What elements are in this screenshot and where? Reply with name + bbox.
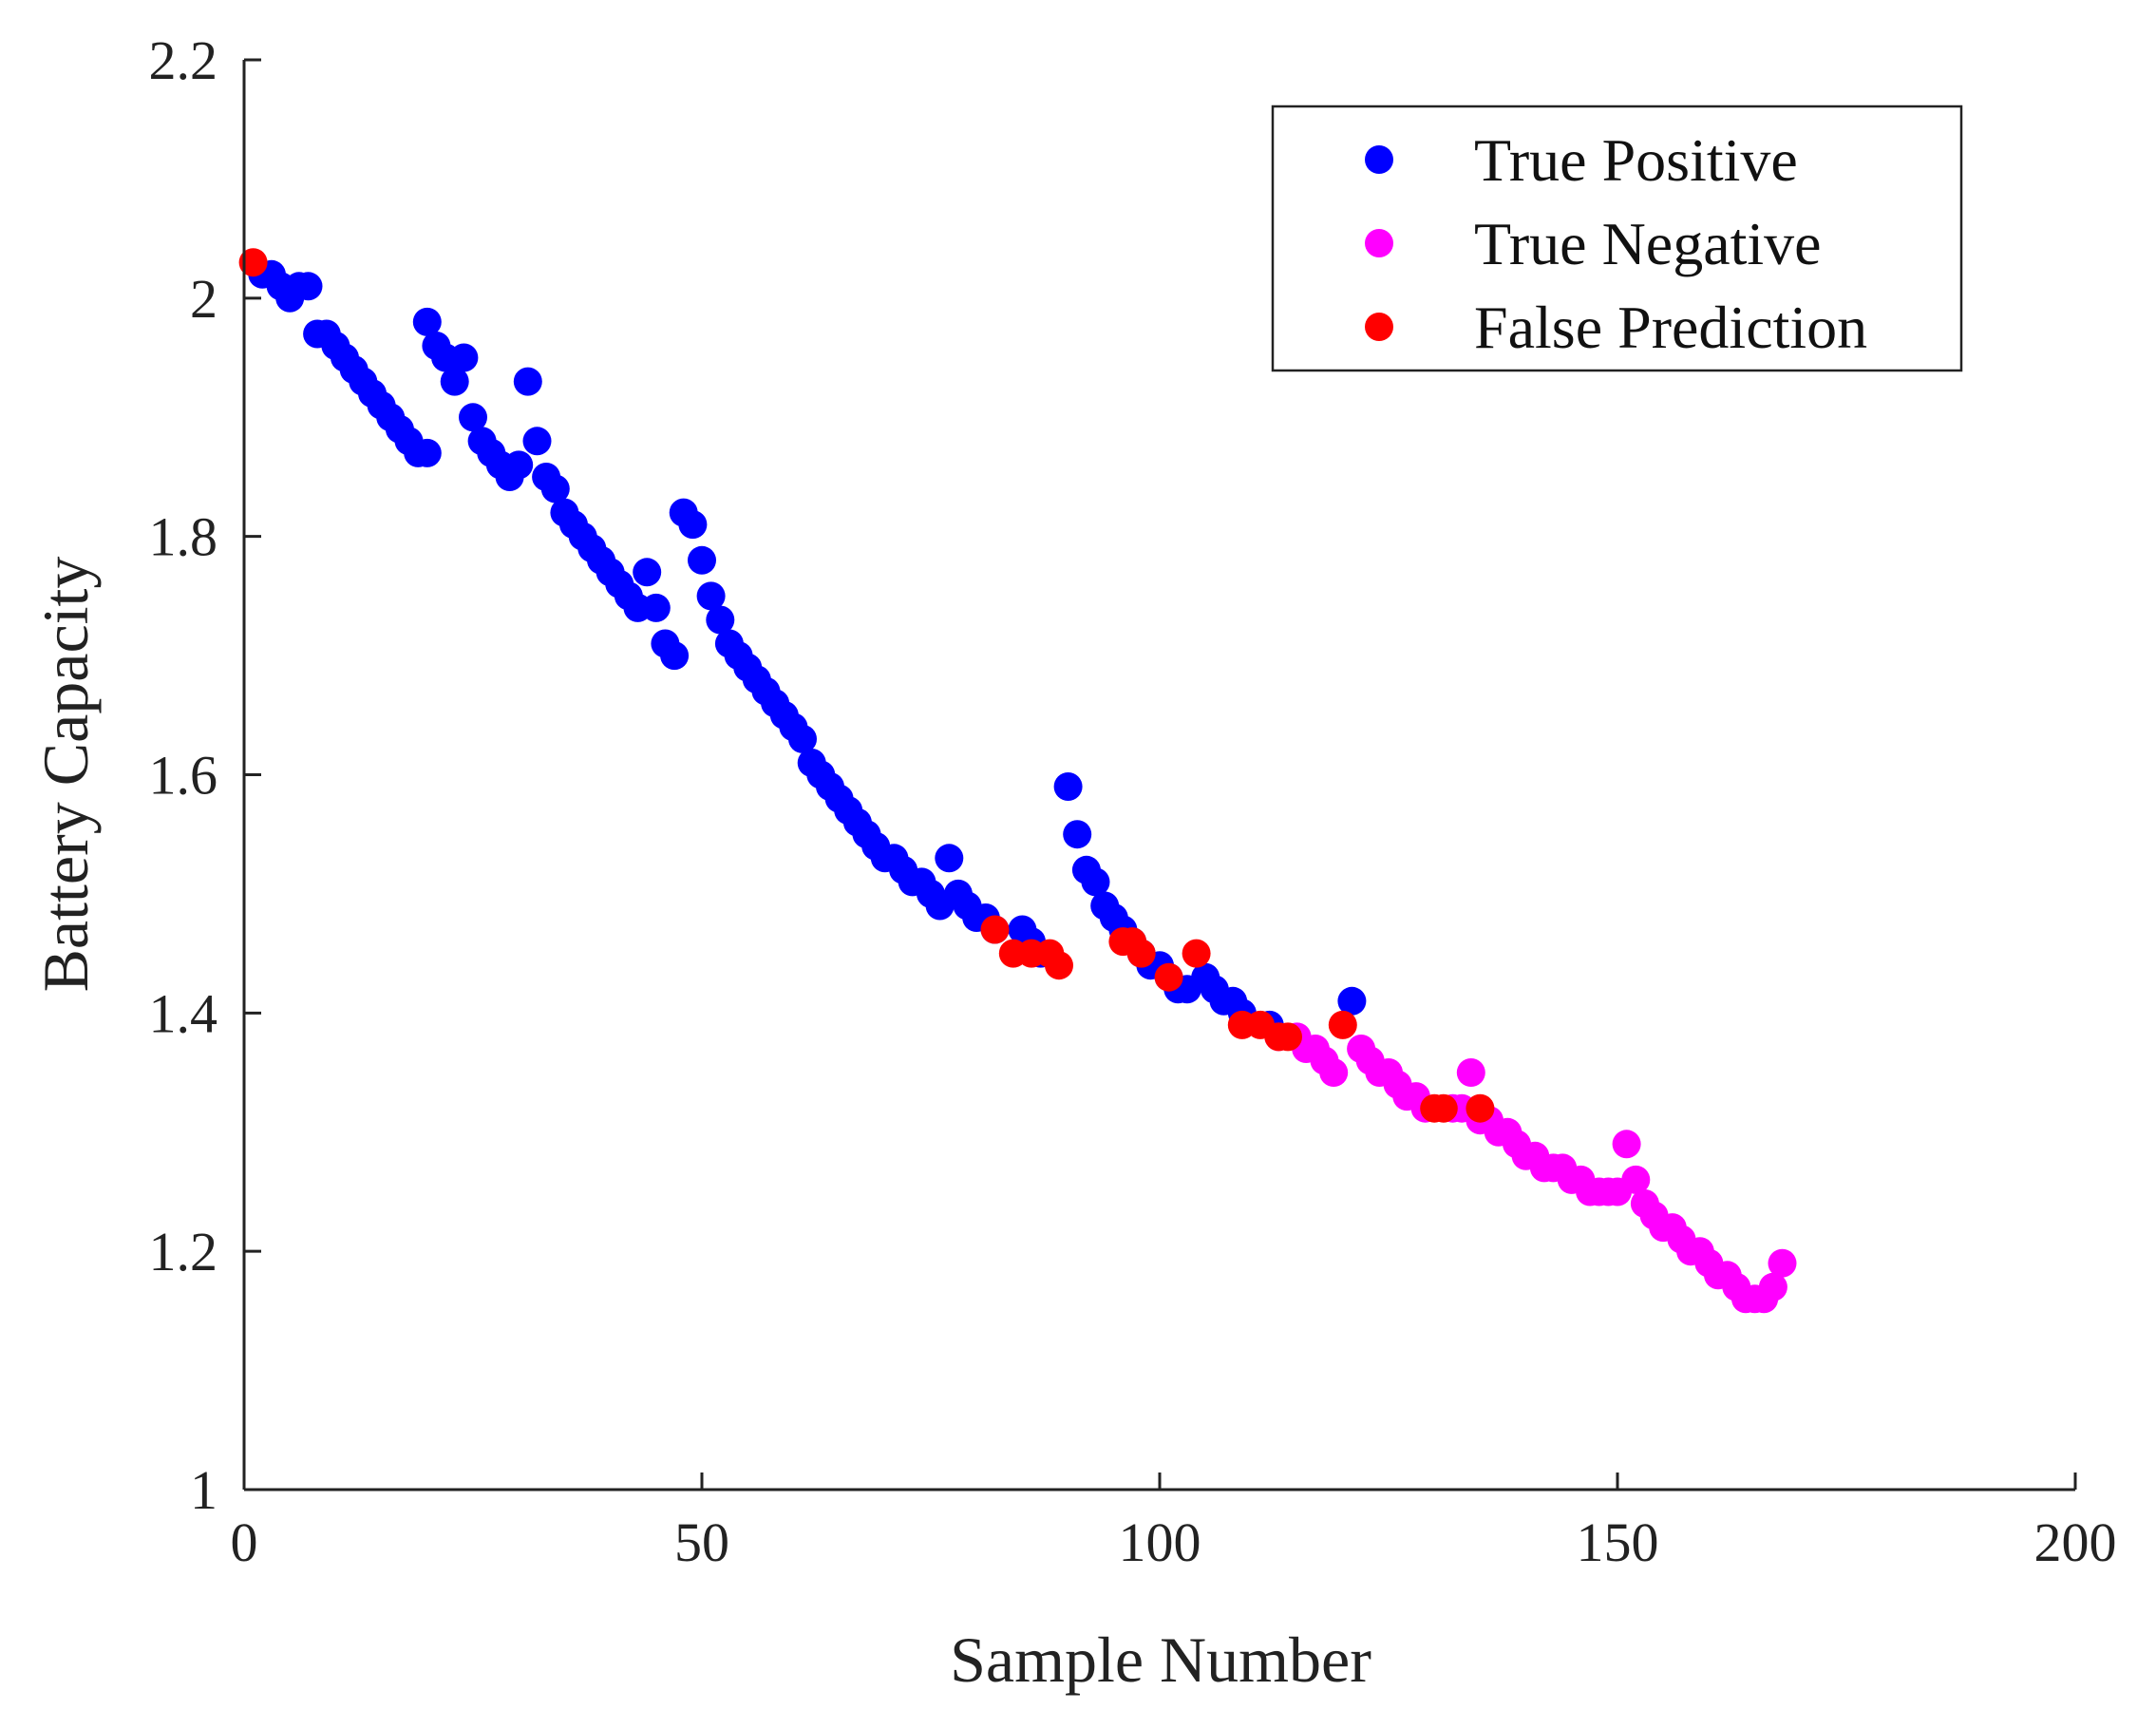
true-positive-point (440, 367, 469, 396)
true-positive-point (660, 641, 690, 671)
legend-label-true-positive: True Positive (1474, 126, 1798, 194)
true-negative-point (1768, 1248, 1797, 1278)
y-ticks: 1 1.2 1.4 1.6 1.8 2 2.2 (149, 29, 261, 1521)
x-tick-label: 50 (674, 1511, 729, 1573)
true-negative-point (1758, 1272, 1787, 1302)
false-prediction-point (238, 248, 268, 277)
true-positive-point (412, 438, 442, 467)
true-negative-point (1456, 1058, 1485, 1087)
true-negative-point (1319, 1058, 1349, 1087)
false-prediction-point (1328, 1010, 1357, 1039)
true-positive-point (641, 593, 671, 622)
legend-label-false-prediction: False Prediction (1474, 294, 1867, 361)
true-positive-point (1337, 986, 1367, 1016)
true-positive-point (633, 558, 662, 587)
y-tick-label: 1.8 (149, 506, 218, 568)
x-tick-label: 100 (1119, 1511, 1201, 1573)
true-positive-point (935, 844, 964, 873)
false-prediction-point (1428, 1093, 1458, 1123)
true-negative-point (1621, 1165, 1651, 1194)
data-points (238, 248, 1797, 1314)
y-tick-label: 1.2 (149, 1221, 218, 1282)
true-positive-point (1063, 820, 1092, 849)
true-negative-point (1612, 1130, 1641, 1159)
false-prediction-point (980, 915, 1010, 944)
true-positive-point (678, 510, 708, 540)
x-tick-label: 200 (2034, 1511, 2117, 1573)
true-positive-point (688, 545, 716, 575)
true-positive-point (788, 724, 817, 753)
false-prediction-point (1045, 951, 1073, 980)
false-prediction-point (1274, 1022, 1302, 1052)
true-positive-point (696, 581, 726, 611)
false-prediction-point (1182, 939, 1211, 968)
false-prediction-point (1154, 962, 1183, 992)
false-prediction-point (1126, 939, 1156, 968)
x-tick-label: 0 (231, 1511, 258, 1573)
legend-marker-false-prediction (1365, 313, 1393, 341)
true-positive-point (293, 272, 323, 301)
legend: True Positive True Negative False Predicti… (1271, 104, 1963, 372)
y-tick-label: 1 (190, 1459, 217, 1521)
true-positive-point (1081, 867, 1110, 897)
false-prediction-point (1466, 1093, 1495, 1123)
true-positive-point (706, 605, 735, 635)
y-tick-label: 2.2 (149, 29, 218, 91)
true-positive-point (540, 474, 570, 504)
true-positive-point (1053, 772, 1083, 801)
legend-label-true-negative: True Negative (1474, 210, 1822, 277)
x-axis-title: Sample Number (950, 1624, 1371, 1696)
true-positive-point (513, 367, 542, 396)
legend-marker-true-negative (1365, 229, 1393, 257)
y-tick-label: 1.4 (149, 982, 218, 1044)
true-positive-point (522, 427, 552, 456)
x-ticks: 0 50 100 150 200 (231, 1472, 2117, 1573)
y-tick-label: 2 (190, 268, 217, 330)
true-positive-point (449, 343, 479, 372)
true-positive-point (504, 450, 534, 480)
y-axis-title: Battery Capacity (29, 557, 102, 993)
true-positive-point (412, 307, 442, 336)
x-tick-label: 150 (1577, 1511, 1659, 1573)
legend-marker-true-positive (1365, 145, 1393, 174)
y-tick-label: 1.6 (149, 745, 218, 807)
true-positive-point (459, 403, 487, 432)
